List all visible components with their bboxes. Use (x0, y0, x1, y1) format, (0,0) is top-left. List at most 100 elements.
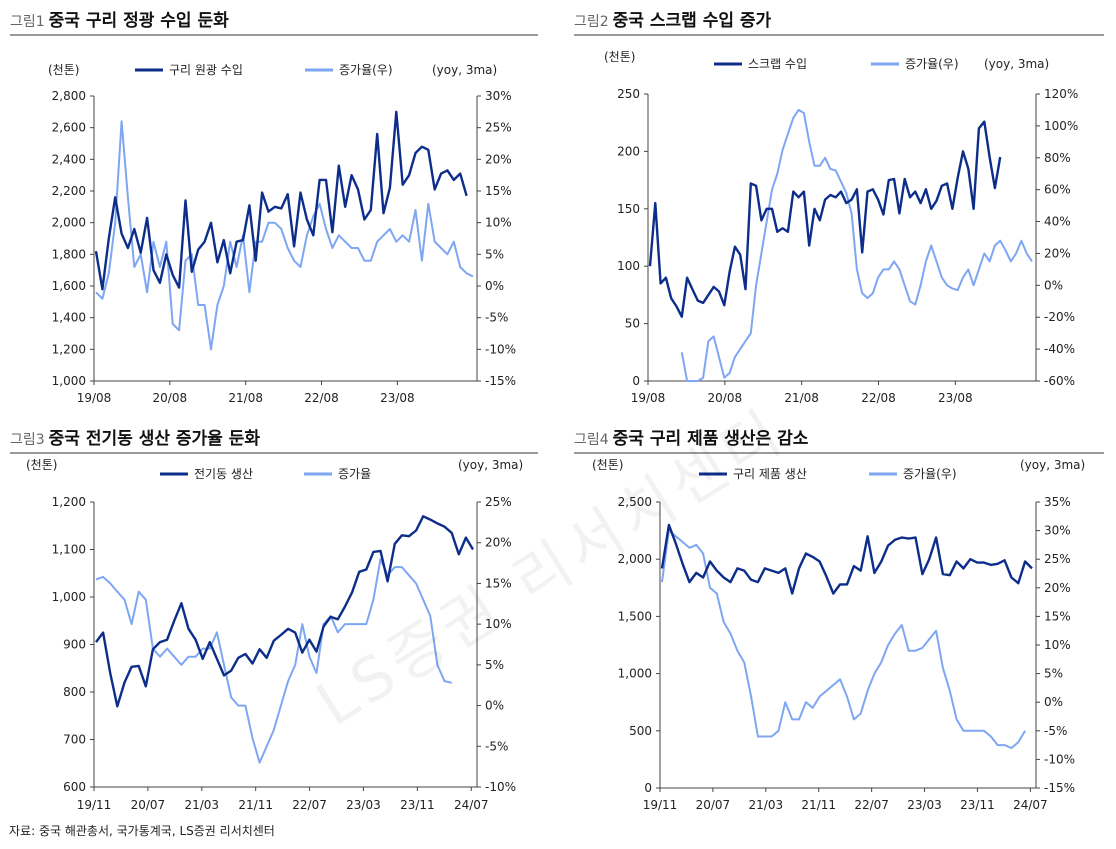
right-tick-label: 5% (1044, 667, 1063, 681)
left-tick-label: 1,600 (52, 279, 86, 293)
right-axis-unit: (yoy, 3ma) (984, 57, 1049, 71)
right-tick-label: 20% (485, 536, 512, 550)
left-tick-label: 800 (63, 685, 86, 699)
right-tick-label: 35% (1044, 495, 1071, 509)
series-line-right-axis (95, 558, 452, 764)
right-tick-label: -5% (485, 739, 508, 753)
right-tick-label: 60% (1044, 183, 1071, 197)
right-tick-label: 10% (485, 216, 512, 230)
left-tick-label: 500 (629, 724, 652, 738)
right-tick-label: -5% (1044, 724, 1067, 738)
left-tick-label: 2,500 (618, 495, 652, 509)
right-tick-label: -40% (1044, 342, 1075, 356)
right-tick-label: 0% (1044, 695, 1063, 709)
x-tick-label: 19/08 (77, 391, 112, 405)
left-tick-label: 900 (63, 638, 86, 652)
x-tick-label: 22/08 (861, 391, 896, 405)
x-tick-label: 19/11 (77, 798, 112, 812)
figure-title: 중국 스크랩 수입 증가 (612, 11, 772, 31)
left-tick-label: 1,800 (52, 247, 86, 261)
right-tick-label: -20% (1044, 310, 1075, 324)
x-tick-label: 20/07 (131, 798, 166, 812)
right-tick-label: 10% (1044, 638, 1071, 652)
right-tick-label: 10% (485, 617, 512, 631)
right-tick-label: 0% (1044, 278, 1063, 292)
right-axis-unit: (yoy, 3ma) (1020, 458, 1085, 472)
left-tick-label: 0 (644, 781, 652, 795)
right-tick-label: 15% (485, 576, 512, 590)
x-tick-label: 21/08 (784, 391, 819, 405)
right-tick-label: 30% (485, 89, 512, 103)
figure-title: 중국 전기동 생산 증가율 둔화 (48, 429, 261, 449)
right-tick-label: 30% (1044, 524, 1071, 538)
left-tick-label: 150 (617, 202, 640, 216)
x-tick-label: 22/08 (304, 391, 339, 405)
figure-title: 중국 구리 정광 수입 둔화 (48, 11, 229, 31)
x-tick-label: 23/03 (346, 798, 381, 812)
chart-panel-3: 그림3 중국 전기동 생산 증가율 둔화 600 700 800 900 1,000 1,1… (10, 424, 540, 819)
legend-label: 증가율(우) (903, 467, 957, 481)
series-line-right-axis (95, 120, 474, 351)
x-tick-label: 21/08 (228, 391, 263, 405)
right-tick-label: 40% (1044, 215, 1071, 229)
x-tick-label: 21/03 (184, 798, 219, 812)
chart-panel-1: 그림1 중국 구리 정광 수입 둔화 1,000 1,200 1,400 1,600 1,… (10, 6, 540, 411)
title-rule (10, 34, 538, 36)
right-tick-label: 20% (1044, 581, 1071, 595)
x-tick-label: 21/03 (749, 798, 784, 812)
left-tick-label: 1,400 (52, 311, 86, 325)
right-tick-label: 0% (485, 279, 504, 293)
right-tick-label: 20% (1044, 246, 1071, 260)
right-tick-label: 100% (1044, 119, 1078, 133)
title-rule (10, 452, 538, 454)
series-line-right-axis (661, 529, 1026, 749)
right-tick-label: 120% (1044, 87, 1078, 101)
right-tick-label: 20% (485, 152, 512, 166)
chart-panel-4: 그림4 중국 구리 제품 생산은 감소 0 500 1,000 1,500 2,000 2,… (574, 424, 1106, 819)
title-rule (574, 452, 1104, 454)
left-tick-label: 250 (617, 87, 640, 101)
x-tick-label: 22/07 (854, 798, 889, 812)
chart-panel-2: 그림2 중국 스크랩 수입 증가 0 50 100 150 200 250 -60% -40% -… (574, 6, 1106, 411)
x-tick-label: 23/11 (960, 798, 995, 812)
series-line-left-axis (94, 110, 468, 291)
panel-title: 그림4 중국 구리 제품 생산은 감소 (574, 424, 808, 449)
left-tick-label: 0 (632, 374, 640, 388)
left-tick-label: 200 (617, 144, 640, 158)
right-tick-label: -5% (485, 311, 508, 325)
x-tick-label: 20/07 (696, 798, 731, 812)
panel-title: 그림3 중국 전기동 생산 증가율 둔화 (10, 424, 260, 449)
x-tick-label: 23/11 (400, 798, 435, 812)
right-tick-label: 5% (485, 247, 504, 261)
left-tick-label: 2,200 (52, 184, 86, 198)
legend-label: 구리 원광 수입 (169, 63, 243, 77)
right-tick-label: -10% (485, 342, 516, 356)
left-tick-label: 2,600 (52, 121, 86, 135)
x-tick-label: 23/08 (938, 391, 973, 405)
figure-number: 그림3 (10, 432, 45, 448)
right-tick-label: -10% (1044, 752, 1075, 766)
x-tick-label: 21/11 (801, 798, 836, 812)
left-tick-label: 1,000 (52, 590, 86, 604)
right-axis-unit: (yoy, 3ma) (432, 63, 497, 77)
left-tick-label: 2,400 (52, 152, 86, 166)
legend-label: 전기동 생산 (194, 467, 253, 481)
x-tick-label: 20/08 (153, 391, 188, 405)
x-tick-label: 23/03 (907, 798, 942, 812)
chart-scrap-imports: 0 50 100 150 200 250 -60% -40% -20% 0% 20% 40% 60% 80… (604, 49, 1078, 405)
right-tick-label: 15% (1044, 609, 1071, 623)
legend-label: 구리 제품 생산 (733, 467, 807, 481)
chart-copper-products-production: 0 500 1,000 1,500 2,000 2,500 -15% -10% -5% 0% 5% 1… (592, 457, 1085, 812)
chart-copper-ore-imports: 1,000 1,200 1,400 1,600 1,800 2,000 2,200 2,400… (48, 62, 516, 405)
figure-number: 그림4 (574, 432, 609, 448)
right-tick-label: 25% (485, 121, 512, 135)
right-tick-label: -10% (485, 780, 516, 794)
left-axis-unit: (천톤) (48, 62, 79, 77)
series-line-right-axis (680, 108, 1033, 382)
series-line-left-axis (660, 523, 1033, 595)
left-tick-label: 2,000 (52, 216, 86, 230)
panel-title: 그림1 중국 구리 정광 수입 둔화 (10, 6, 229, 31)
right-tick-label: 80% (1044, 151, 1071, 165)
left-tick-label: 1,100 (52, 543, 86, 557)
left-tick-label: 1,200 (52, 495, 86, 509)
